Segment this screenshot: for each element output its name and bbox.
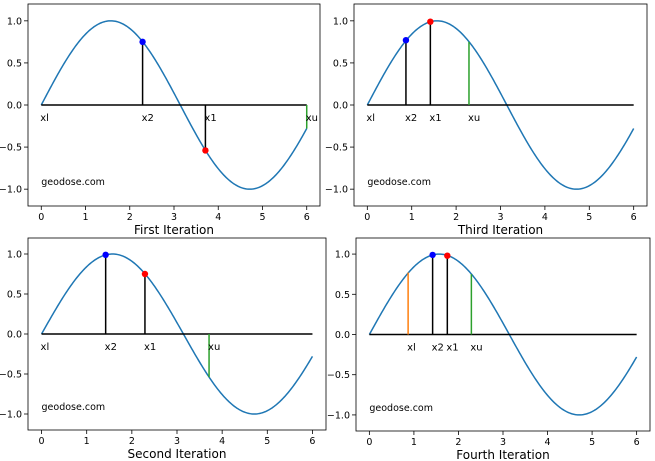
x-tick-label: 1	[409, 212, 415, 223]
x-tick-label: 5	[589, 437, 595, 448]
marker-label-xu: xu	[470, 343, 482, 354]
y-tick-label: 0.0	[7, 101, 22, 112]
y-tick-label: −0.5	[0, 143, 22, 154]
marker-point-x2	[102, 251, 109, 258]
y-tick-label: 0.0	[7, 330, 22, 341]
marker-label-xl: xl	[407, 343, 416, 354]
marker-label-x2: x2	[142, 113, 154, 124]
marker-point-x1	[444, 252, 451, 259]
marker-label-xu: xu	[208, 342, 220, 353]
chart-title: Second Iteration	[128, 447, 227, 461]
y-tick-label: 0.5	[333, 58, 348, 69]
y-tick-label: 0.5	[7, 290, 22, 301]
x-tick-label: 5	[264, 436, 270, 447]
x-tick-label: 1	[84, 436, 90, 447]
x-tick-label: 6	[631, 212, 637, 223]
chart-panel: xl x2 x1 xu geodose.com 0 1 2 3 4 5 6 1.0 0.5 0.0 −0.5 −…	[0, 3, 321, 237]
y-tick-label: −0.5	[325, 143, 348, 154]
x-tick-label: 2	[453, 212, 459, 223]
marker-label-x2: x2	[432, 343, 444, 354]
chart-panel: xl x2 x1 xu geodose.com 0 1 2 3 4 5 6 1.0 0.5 0.0 −0.5 −…	[0, 237, 327, 461]
y-tick-label: −1.0	[0, 410, 22, 421]
x-tick-label: 2	[127, 212, 133, 223]
y-tick-label: 0.5	[335, 290, 350, 301]
sine-curve	[40, 253, 314, 415]
watermark: geodose.com	[42, 402, 106, 413]
chart-panel: xl x2 x1 xu geodose.com 0 1 2 3 4 5 6 1.0 0.5 0.0 −0.5 −…	[327, 237, 651, 461]
chart-panel: xl x2 x1 xu geodose.com 0 1 2 3 4 5 6 1.0 0.5 0.0 −0.5 −…	[325, 3, 648, 237]
marker-label-xl: xl	[40, 113, 49, 124]
x-tick-label: 0	[38, 212, 44, 223]
x-tick-label: 6	[309, 436, 315, 447]
chart-title: Third Iteration	[457, 223, 543, 237]
x-tick-label: 3	[497, 212, 503, 223]
marker-point-x1	[141, 270, 149, 278]
x-tick-label: 0	[39, 436, 45, 447]
x-tick-label: 4	[542, 212, 548, 223]
marker-label-xl: xl	[366, 113, 375, 124]
x-tick-label: 5	[586, 212, 592, 223]
x-tick-label: 6	[634, 437, 640, 448]
x-tick-label: 4	[545, 437, 551, 448]
x-tick-label: 0	[366, 437, 372, 448]
x-tick-label: 1	[411, 437, 417, 448]
marker-point-x2	[139, 38, 146, 46]
marker-label-xu: xu	[468, 113, 480, 124]
marker-label-x1: x1	[429, 113, 441, 124]
y-tick-label: −0.5	[0, 370, 22, 381]
marker-label-x2: x2	[405, 113, 417, 124]
y-tick-label: 1.0	[333, 16, 348, 27]
x-tick-label: 1	[82, 212, 88, 223]
x-tick-label: 3	[174, 436, 180, 447]
watermark: geodose.com	[369, 403, 433, 414]
marker-point-x1	[202, 147, 209, 154]
watermark: geodose.com	[41, 177, 105, 188]
x-tick-label: 5	[259, 212, 265, 223]
marker-label-x2: x2	[105, 342, 117, 353]
y-tick-label: −0.5	[327, 370, 350, 381]
marker-label-x1: x1	[144, 342, 156, 353]
y-tick-label: 0.0	[335, 330, 350, 341]
marker-point-x1	[427, 18, 434, 25]
y-tick-label: 0.0	[333, 101, 348, 112]
sine-curve	[366, 20, 635, 190]
marker-label-xu: xu	[306, 113, 318, 124]
y-tick-label: 0.5	[7, 58, 22, 69]
marker-point-x2	[429, 251, 436, 259]
x-tick-label: 2	[129, 436, 135, 447]
marker-label-x1: x1	[204, 113, 216, 124]
x-tick-label: 3	[500, 437, 506, 448]
x-tick-label: 4	[215, 212, 221, 223]
x-tick-label: 3	[171, 212, 177, 223]
x-tick-label: 2	[455, 437, 461, 448]
y-tick-label: −1.0	[0, 185, 22, 196]
x-tick-label: 4	[219, 436, 225, 447]
marker-point-x2	[402, 36, 410, 44]
y-tick-label: 1.0	[7, 16, 22, 27]
y-tick-label: 1.0	[335, 250, 350, 261]
y-tick-label: 1.0	[7, 250, 22, 261]
chart-title: Fourth Iteration	[456, 448, 549, 461]
x-tick-label: 0	[364, 212, 370, 223]
marker-label-x1: x1	[446, 343, 458, 354]
sine-curve	[40, 20, 308, 190]
watermark: geodose.com	[367, 177, 431, 188]
y-tick-label: −1.0	[325, 185, 348, 196]
sine-curve	[368, 253, 638, 416]
chart-title: First Iteration	[134, 223, 214, 237]
x-tick-label: 6	[304, 212, 310, 223]
marker-label-xl: xl	[41, 342, 50, 353]
y-tick-label: −1.0	[327, 410, 350, 421]
